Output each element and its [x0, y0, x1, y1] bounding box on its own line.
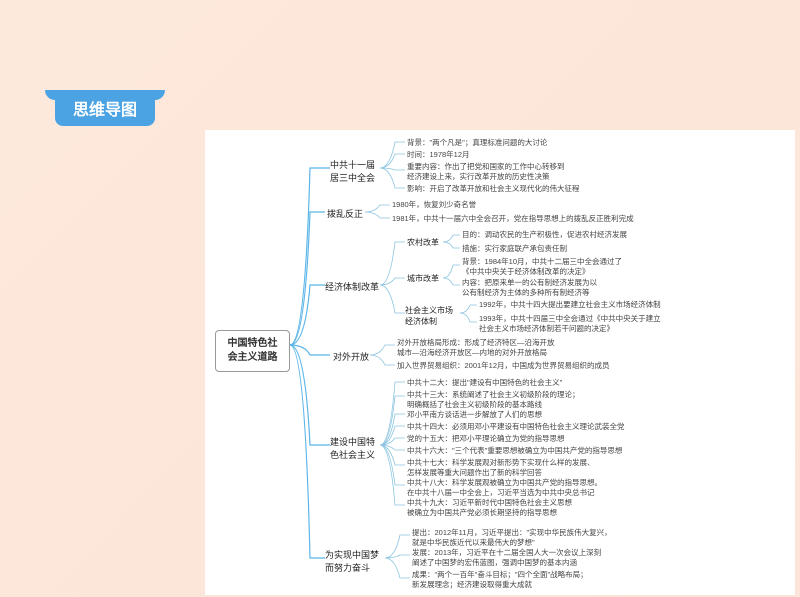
section-header-tab: 思维导图: [55, 90, 155, 126]
mindmap-root: 中国特色社会主义道路: [215, 330, 290, 372]
leaf-text: 中共十三大：系统阐述了社会主义初级阶段的理论；明确概括了社会主义初级阶段的基本路…: [407, 390, 580, 410]
branch-label: 为实现中国梦而努力奋斗: [325, 548, 379, 574]
leaf-text: 中共十四大：必须用邓小平建设有中国特色社会主义理论武装全党: [407, 422, 625, 432]
leaf-text: 1981年，中共十一届六中全会召开，党在指导思想上的拨乱反正胜利完成: [392, 214, 634, 224]
sub-label: 城市改革: [407, 273, 439, 284]
leaf-text: 目的：调动农民的生产积极性，促进农村经济发展: [462, 230, 627, 240]
branch-label: 经济体制改革: [325, 280, 379, 293]
leaf-text: 邓小平南方谈话进一步解放了人们的思想: [407, 410, 542, 420]
mindmap-canvas: 中国特色社会主义道路 中共十一届居三中全会 拨乱反正 经济体制改革 对外开放 建…: [205, 130, 795, 595]
leaf-text: 背景："两个凡是"；真理标准问题的大讨论: [407, 138, 547, 148]
branch-label: 建设中国特色社会主义: [330, 435, 375, 461]
leaf-text: 时间：1978年12月: [407, 150, 470, 160]
leaf-text: 中共十九大：习近平新时代中国特色社会主义思想被确立为中国共产党必须长期坚持的指导…: [407, 498, 572, 518]
leaf-text: 中共十二大：提出"建设有中国特色的社会主义": [407, 378, 562, 388]
leaf-text: 中共十八大：科学发展观被确立为中国共产党的指导思想。在中共十八届一中全会上，习近…: [407, 478, 602, 498]
branch-label: 对外开放: [333, 350, 369, 363]
leaf-text: 1980年，恢复刘少奇名誉: [392, 200, 476, 210]
leaf-text: 对外开放格局形成：形成了经济特区—沿海开放城市—沿海经济开放区—内地的对外开放格…: [397, 338, 555, 358]
leaf-text: 1993年，中共十四届三中全会通过《中共中央关于建立社会主义市场经济体制若干问题…: [479, 314, 661, 334]
leaf-text: 提出：2012年11月，习近平提出："实现中华民族伟大复兴，就是中华民族近代以来…: [412, 528, 612, 548]
leaf-text: 1992年，中共十四大提出要建立社会主义市场经济体制: [479, 300, 661, 310]
leaf-text: 重要内容：作出了把党和国家的工作中心转移到经济建设上来，实行改革开放的历史性决策: [407, 162, 565, 182]
sub-label: 农村改革: [407, 237, 439, 248]
leaf-text: 加入世界贸易组织：2001年12月，中国成为世界贸易组织的成员: [397, 361, 610, 371]
leaf-text: 成果："两个一百年"奋斗目标；"四个全面"战略布局；新发展理念；经济建设取得重大…: [412, 570, 588, 590]
sub-label: 社会主义市场经济体制: [405, 305, 453, 327]
leaf-text: 中共十七大：科学发展观对新形势下实现什么样的发展、怎样发展等重大问题作出了新的科…: [407, 458, 595, 478]
branch-label: 中共十一届居三中全会: [330, 158, 375, 184]
leaf-text: 中共十六大："三个代表"重要思想被确立为中国共产党的指导思想: [407, 446, 622, 456]
leaf-text: 背景：1984年10月，中共十二届三中全会通过了《中共中央关于经济体制改革的决定…: [462, 257, 622, 277]
leaf-text: 党的十五大：把邓小平理论确立为党的指导思想: [407, 434, 565, 444]
leaf-text: 内容：把原来单一的公有制经济发展为以公有制经济为主体的多种所有制经济等: [462, 278, 597, 298]
leaf-text: 发展：2013年，习近平在十二届全国人大一次会议上深刻阐述了中国梦的宏伟蓝图，强…: [412, 548, 601, 568]
leaf-text: 影响：开启了改革开放和社会主义现代化的伟大征程: [407, 184, 580, 194]
branch-label: 拨乱反正: [327, 207, 363, 220]
leaf-text: 措施：实行家庭联产承包责任制: [462, 244, 567, 254]
